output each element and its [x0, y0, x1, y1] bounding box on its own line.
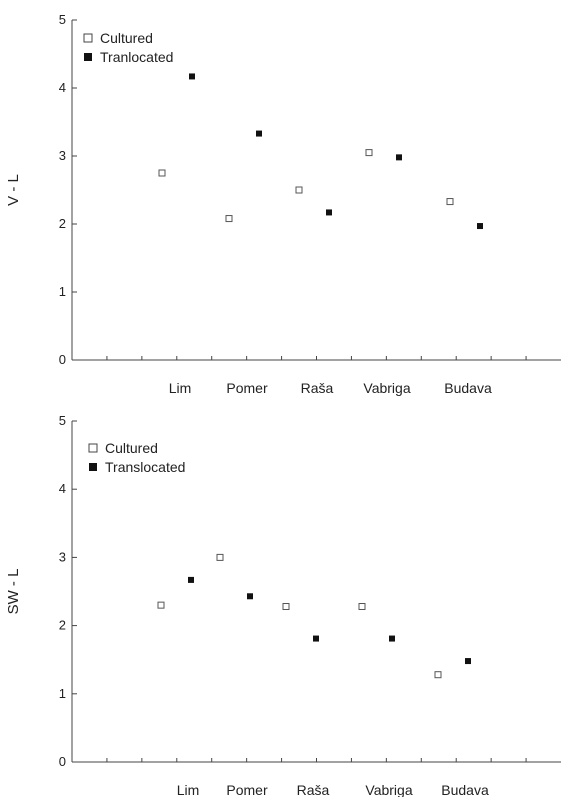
data-point-filled — [256, 130, 262, 137]
data-point-open — [282, 603, 290, 611]
y-tick-label: 0 — [59, 754, 66, 769]
legend-label: Cultured — [105, 440, 158, 456]
y-axis-title: V - L — [5, 174, 22, 206]
legend-label: Translocated — [105, 459, 185, 475]
category-label: Raša — [297, 782, 330, 797]
y-tick-label: 4 — [59, 80, 66, 95]
y-tick-label: 1 — [59, 686, 66, 701]
y-tick-label: 1 — [59, 284, 66, 299]
category-label: Pomer — [226, 380, 268, 396]
category-label: Vabriga — [365, 782, 412, 797]
data-point-open — [225, 215, 233, 223]
data-point-open — [295, 186, 303, 194]
data-point-filled — [189, 73, 195, 80]
data-point-filled — [313, 635, 319, 642]
legend: Cultured Translocated — [88, 440, 185, 475]
legend-label: Cultured — [100, 30, 153, 46]
legend-label: Tranlocated — [100, 49, 173, 65]
data-point-open — [434, 671, 442, 679]
y-axis-title: SW - L — [5, 569, 22, 615]
y-tick-label: 2 — [59, 618, 66, 633]
data-point-filled — [477, 223, 483, 230]
data-point-open — [358, 603, 366, 611]
y-tick-label: 2 — [59, 216, 66, 231]
data-point-open — [157, 601, 165, 609]
y-tick-label: 3 — [59, 148, 66, 163]
category-label: Budava — [441, 782, 489, 797]
data-point-open — [446, 198, 454, 206]
legend: Cultured Tranlocated — [83, 30, 173, 65]
data-point-open — [216, 553, 224, 561]
legend-marker-open — [88, 443, 98, 453]
y-tick-label: 0 — [59, 352, 66, 367]
data-point-open — [365, 149, 373, 157]
data-point-filled — [389, 635, 395, 642]
legend-marker-filled — [84, 53, 92, 61]
chart-panel-2: 0 1 2 3 4 5 SW - L Lim Pomer Raša Vabriga Budava Cul… — [5, 413, 561, 797]
category-label: Lim — [169, 380, 192, 396]
data-point-filled — [396, 154, 402, 161]
data-point-filled — [188, 576, 194, 583]
y-tick-label: 3 — [59, 549, 66, 564]
category-label: Vabriga — [363, 380, 410, 396]
category-label: Raša — [301, 380, 334, 396]
category-label: Budava — [444, 380, 492, 396]
category-label: Lim — [177, 782, 200, 797]
data-point-filled — [326, 209, 332, 216]
y-tick-label: 4 — [59, 481, 66, 496]
legend-marker-filled — [89, 463, 97, 471]
data-point-filled — [465, 658, 471, 665]
legend-marker-open — [83, 33, 93, 43]
chart-panel-1: 0 1 2 3 4 5 V - L Lim Pomer Raša Vabriga Budava Cult… — [5, 12, 561, 396]
data-point-open — [158, 169, 166, 177]
y-tick-label: 5 — [59, 12, 66, 27]
y-tick-label: 5 — [59, 413, 66, 428]
data-point-filled — [247, 593, 253, 600]
category-label: Pomer — [226, 782, 268, 797]
